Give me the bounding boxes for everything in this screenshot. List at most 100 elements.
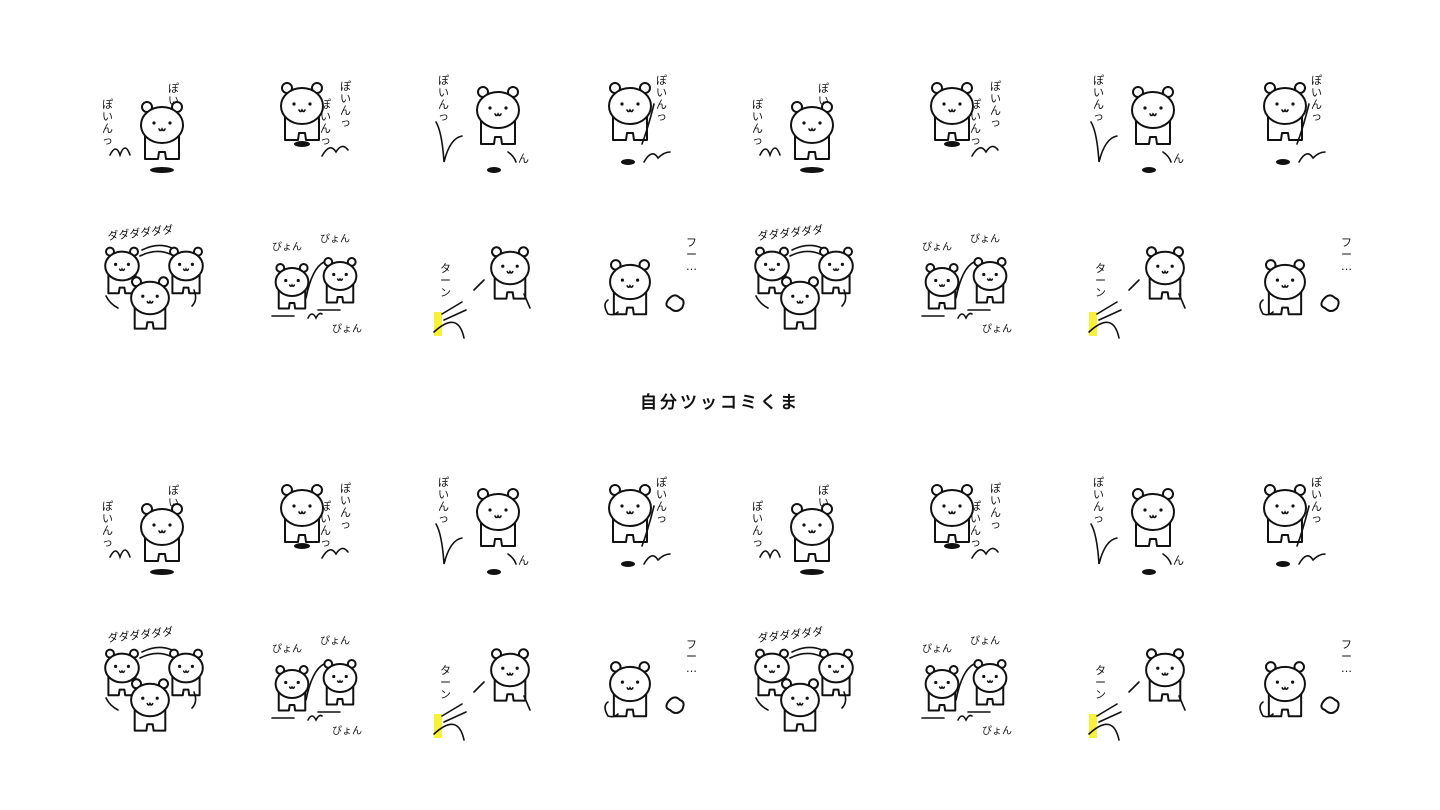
sticker-sigh-bear-icon: フー… — [590, 622, 740, 762]
svg-text:ん: ん — [1311, 500, 1322, 513]
svg-text:い: い — [168, 496, 179, 509]
svg-text:ん: ん — [970, 524, 981, 537]
svg-text:っ: っ — [990, 518, 1001, 531]
sticker-bounce-d-bear-icon: ぽいんっ — [1245, 472, 1395, 612]
svg-text:ぽ: ぽ — [1311, 476, 1322, 489]
svg-text:ん: ん — [752, 122, 763, 135]
svg-text:ぴょん: ぴょん — [332, 323, 362, 335]
sticker-sigh-bear-icon: フー… — [590, 220, 740, 360]
svg-text:っ: っ — [102, 134, 113, 147]
svg-text:い: い — [656, 86, 667, 99]
svg-text:ぽ: ぽ — [970, 500, 981, 513]
svg-text:ぽ: ぽ — [1093, 74, 1104, 87]
svg-text:い: い — [990, 494, 1001, 507]
svg-text:っ: っ — [656, 512, 667, 525]
svg-text:ん: ん — [438, 500, 449, 513]
svg-text:ぽ: ぽ — [970, 98, 981, 111]
svg-text:ん: ん — [1173, 152, 1184, 165]
svg-text:い: い — [168, 94, 179, 107]
svg-text:ぴょん: ぴょん — [320, 233, 350, 245]
svg-text:っ: っ — [1311, 512, 1322, 525]
sticker-bounce-d-bear-icon: ぽいんっ — [590, 472, 740, 612]
svg-text:ん: ん — [1173, 554, 1184, 567]
svg-text:ー: ー — [1095, 274, 1106, 287]
svg-text:っ: っ — [340, 518, 351, 531]
svg-text:ぽ: ぽ — [102, 500, 113, 513]
svg-text:ダダダダダダ: ダダダダダダ — [757, 222, 824, 243]
svg-text:ん: ん — [752, 524, 763, 537]
svg-text:っ: っ — [1311, 110, 1322, 123]
sticker-run-bear-icon: ダダダダダダ — [740, 220, 890, 360]
svg-text:っ: っ — [320, 134, 331, 147]
svg-text:い: い — [990, 92, 1001, 105]
svg-text:ぽ: ぽ — [320, 98, 331, 111]
svg-text:…: … — [686, 260, 697, 273]
svg-text:ん: ん — [518, 152, 529, 165]
svg-text:ぽ: ぽ — [438, 74, 449, 87]
sticker-bounce-b-bear-icon: ぽいんっぽいんっ — [250, 70, 400, 210]
svg-text:ぴょん: ぴょん — [982, 725, 1012, 737]
sticker-run-bear-icon: ダダダダダダ — [740, 622, 890, 762]
svg-text:ー: ー — [686, 248, 697, 261]
svg-text:ん: ん — [990, 506, 1001, 519]
svg-text:ぽ: ぽ — [752, 500, 763, 513]
svg-text:ん: ん — [970, 122, 981, 135]
sticker-bounce-b-bear-icon: ぽいんっぽいんっ — [900, 70, 1050, 210]
svg-text:い: い — [438, 488, 449, 501]
svg-text:っ: っ — [970, 536, 981, 549]
svg-text:い: い — [970, 110, 981, 123]
svg-text:ぽ: ぽ — [340, 482, 351, 495]
svg-text:っ: っ — [752, 134, 763, 147]
svg-text:ん: ん — [656, 98, 667, 111]
svg-text:ン: ン — [1095, 688, 1106, 701]
svg-text:い: い — [818, 94, 829, 107]
sticker-dash-bear-icon: ターン — [420, 220, 570, 360]
svg-text:ぽ: ぽ — [818, 82, 829, 95]
svg-text:っ: っ — [990, 116, 1001, 129]
sticker-bounce-b-bear-icon: ぽいんっぽいんっ — [900, 472, 1050, 612]
svg-text:ん: ん — [102, 122, 113, 135]
sticker-hop-bear-icon: ぴょん ぴょん ぴょん — [900, 622, 1050, 762]
sticker-row-bounce: ぽいんっぽいんっぽいんっぽいんっぽいんっんぽいんっぽいんっぽいんっぽいんっぽいん… — [0, 472, 1440, 612]
svg-text:フ: フ — [686, 638, 697, 651]
svg-text:タ: タ — [1095, 664, 1106, 677]
svg-text:ぴょん: ぴょん — [922, 643, 952, 655]
svg-text:い: い — [752, 512, 763, 525]
svg-text:ぴょん: ぴょん — [320, 635, 350, 647]
svg-text:ぽ: ぽ — [656, 476, 667, 489]
svg-text:…: … — [686, 662, 697, 675]
sticker-run-bear-icon: ダダダダダダ — [90, 220, 240, 360]
svg-text:い: い — [102, 512, 113, 525]
svg-text:っ: っ — [320, 536, 331, 549]
svg-text:ぽ: ぽ — [340, 80, 351, 93]
svg-text:ー: ー — [440, 274, 451, 287]
svg-text:ぽ: ぽ — [818, 484, 829, 497]
svg-text:ぴょん: ぴょん — [970, 233, 1000, 245]
svg-text:ぽ: ぽ — [752, 98, 763, 111]
svg-text:い: い — [1093, 86, 1104, 99]
sticker-bounce-c-bear-icon: ぽいんっん — [1075, 70, 1225, 210]
svg-text:ぽ: ぽ — [1093, 476, 1104, 489]
sticker-dash-bear-icon: ターン — [1075, 220, 1225, 360]
svg-text:ン: ン — [1095, 286, 1106, 299]
svg-text:ん: ん — [518, 554, 529, 567]
svg-text:っ: っ — [102, 536, 113, 549]
svg-text:ぽ: ぽ — [438, 476, 449, 489]
svg-text:い: い — [102, 110, 113, 123]
svg-text:い: い — [1311, 86, 1322, 99]
svg-text:っ: っ — [656, 110, 667, 123]
svg-text:っ: っ — [970, 134, 981, 147]
svg-text:ぽ: ぽ — [102, 98, 113, 111]
svg-text:…: … — [1341, 662, 1352, 675]
svg-text:っ: っ — [438, 512, 449, 525]
sticker-hop-bear-icon: ぴょん ぴょん ぴょん — [250, 622, 400, 762]
svg-text:っ: っ — [1093, 512, 1104, 525]
sticker-bounce-c-bear-icon: ぽいんっん — [420, 472, 570, 612]
svg-text:ー: ー — [686, 650, 697, 663]
svg-text:ん: ん — [990, 104, 1001, 117]
svg-text:ぴょん: ぴょん — [332, 725, 362, 737]
